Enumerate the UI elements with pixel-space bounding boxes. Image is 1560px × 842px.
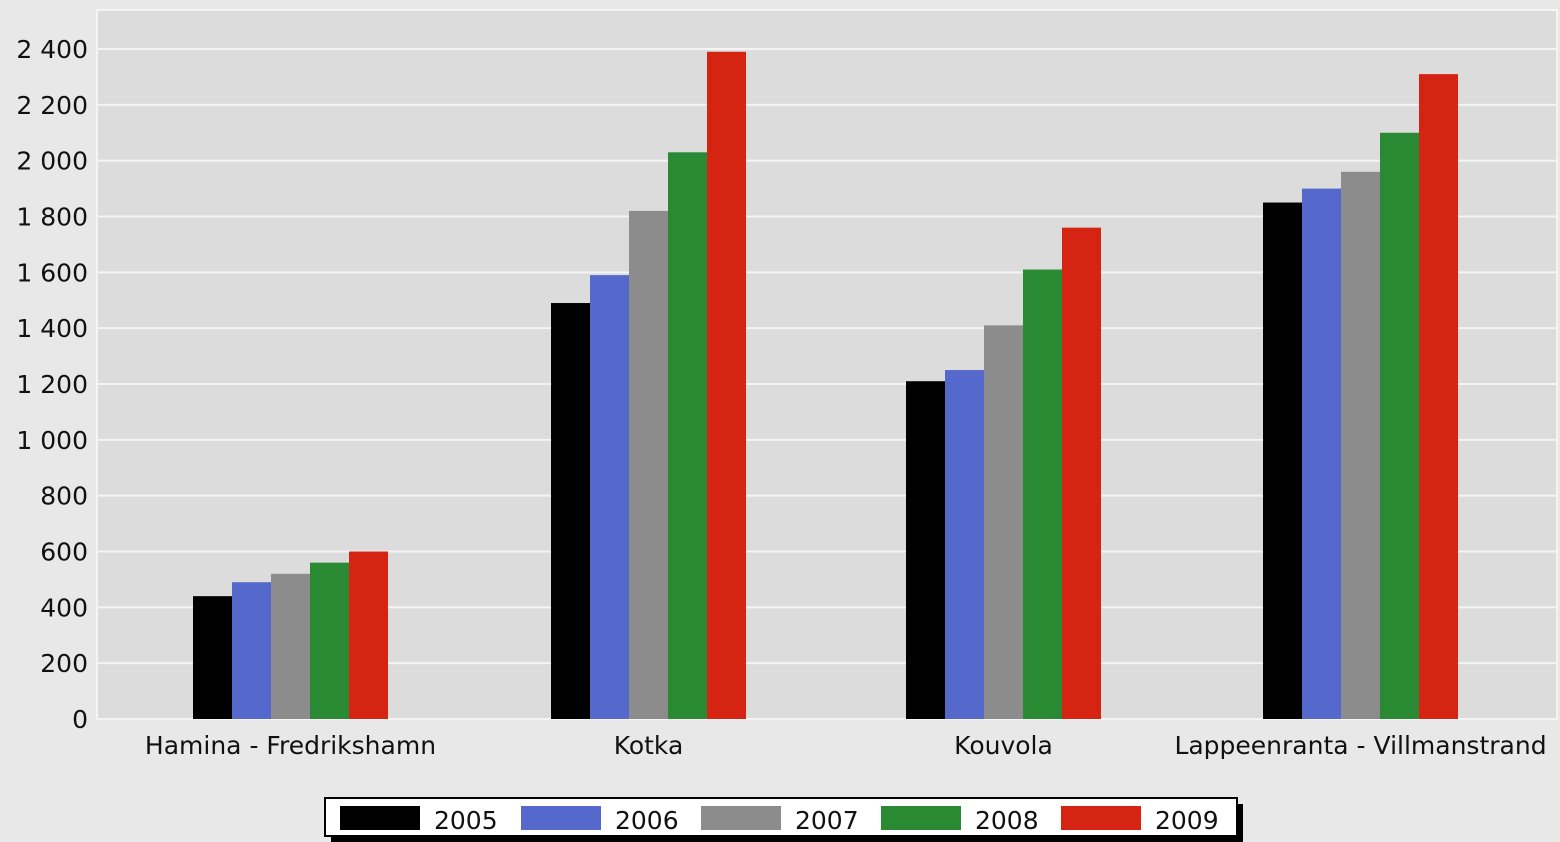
bar-2008-0 [310,562,349,719]
bar-2008-3 [1380,132,1419,719]
bar-2009-3 [1419,74,1458,719]
y-tick-label: 0 [72,705,88,734]
bar-2008-1 [668,152,707,719]
y-tick-label: 200 [40,649,88,678]
bar-2006-3 [1302,188,1341,720]
bar-2005-1 [551,303,590,719]
legend-label-2008: 2008 [975,806,1039,835]
legend-label-2007: 2007 [795,806,859,835]
bar-2008-2 [1023,269,1062,719]
x-tick-label: Lappeenranta - Villmanstrand [1174,731,1546,760]
y-axis-ticks: 0 200 400 600 800 1 000 1 200 1 400 1 600 1 800 2 … [16,35,88,734]
bar-2009-2 [1062,227,1101,719]
y-tick-label: 1 600 [16,258,88,287]
legend-swatch-2009 [1061,806,1141,830]
y-tick-label: 2 400 [16,35,88,64]
legend-swatch-2007 [701,806,781,830]
y-tick-label: 600 [40,538,88,567]
bar-2009-0 [349,551,388,719]
bars [193,51,1458,720]
bar-2006-0 [232,582,271,719]
y-tick-label: 1 800 [16,203,88,232]
legend-label-2005: 2005 [434,806,498,835]
legend-label-2009: 2009 [1155,806,1219,835]
y-tick-label: 2 200 [16,91,88,120]
x-axis-labels: Hamina - Fredrikshamn Kotka Kouvola Lappeen… [145,731,1547,760]
x-tick-label: Hamina - Fredrikshamn [145,731,436,760]
x-tick-label: Kotka [614,731,684,760]
legend: 2005 2006 2007 2008 2009 [324,797,1243,842]
bar-2007-1 [629,210,668,719]
bar-2006-1 [590,275,629,719]
bar-2006-2 [945,370,984,719]
legend-swatch-2005 [340,806,420,830]
bar-2005-3 [1263,202,1302,719]
bar-2009-1 [707,51,746,719]
legend-swatch-2008 [881,806,961,830]
legend-label-2006: 2006 [615,806,679,835]
bar-2007-0 [271,573,310,719]
y-tick-label: 400 [40,593,88,622]
y-tick-label: 800 [40,482,88,511]
bar-2005-2 [906,381,945,719]
legend-swatch-2006 [521,806,601,830]
bar-2007-3 [1341,171,1380,720]
y-tick-label: 1 400 [16,314,88,343]
bar-2005-0 [193,596,232,719]
bar-2007-2 [984,325,1023,719]
x-tick-label: Kouvola [954,731,1053,760]
y-tick-label: 1 000 [16,426,88,455]
y-tick-label: 1 200 [16,370,88,399]
y-tick-label: 2 000 [16,147,88,176]
